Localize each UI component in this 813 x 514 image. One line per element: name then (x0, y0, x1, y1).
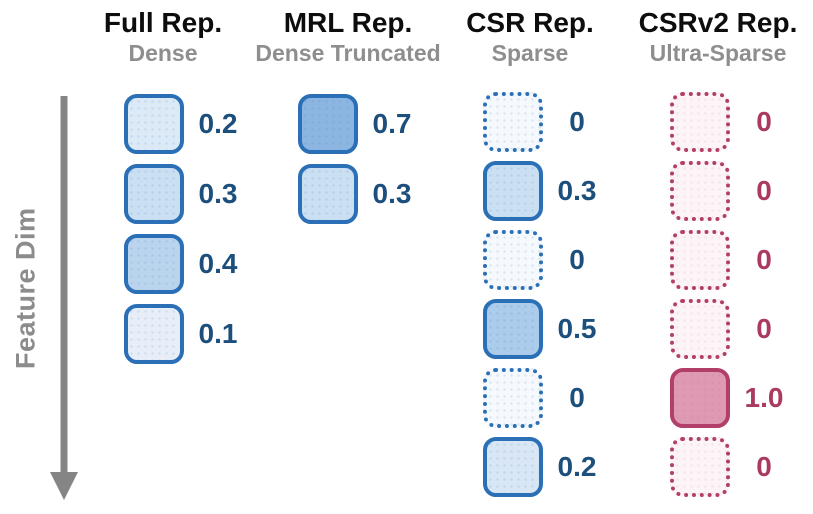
column-header-csr: CSR Rep. Sparse (466, 7, 594, 68)
zero-cell-square (483, 230, 543, 290)
column-header-full: Full Rep. Dense (103, 7, 223, 68)
cell-value: 0 (756, 451, 772, 482)
column-title-mrl: MRL Rep. (283, 7, 413, 38)
feature-cell-row: 1.0 (670, 368, 800, 428)
filled-cell-square (124, 94, 184, 154)
column-subtitle-csrv2: Ultra-Sparse (649, 39, 787, 66)
filled-cell-square (298, 164, 358, 224)
feature-cell-row: 0 (670, 437, 800, 497)
column-header-csrv2: CSRv2 Rep. Ultra-Sparse (638, 7, 798, 68)
filled-cell-square (483, 299, 543, 359)
column-header-mrl: MRL Rep. Dense Truncated (255, 7, 441, 68)
cell-value: 0 (756, 313, 772, 344)
column-subtitle-full: Dense (128, 39, 198, 66)
zero-cell-square (670, 161, 730, 221)
filled-cell-square (483, 161, 543, 221)
feature-cell-row: 0 (670, 230, 800, 290)
feature-cell-row: 0 (670, 299, 800, 359)
cell-value: 0.3 (198, 178, 238, 209)
feature-dim-axis-label: Feature Dim (10, 207, 41, 369)
cell-value: 0.2 (557, 451, 597, 482)
cell-value: 0.1 (198, 318, 238, 349)
filled-cell-square (124, 304, 184, 364)
cell-value: 0.5 (557, 313, 597, 344)
column-cells-csr: 0 0.3 0 0.5 0 0.2 (483, 92, 613, 506)
zero-cell-square (483, 368, 543, 428)
feature-cell-row: 0.3 (298, 164, 428, 224)
filled-cell-square (483, 437, 543, 497)
column-subtitle-mrl: Dense Truncated (255, 39, 441, 66)
cell-value: 0.3 (557, 175, 597, 206)
feature-cell-row: 0 (483, 92, 613, 152)
cell-value: 0.2 (198, 108, 238, 139)
cell-value: 0 (756, 244, 772, 275)
feature-dim-arrow-icon (50, 96, 78, 500)
zero-cell-square (483, 92, 543, 152)
feature-cell-row: 0.7 (298, 94, 428, 154)
filled-cell-square (124, 164, 184, 224)
zero-cell-square (670, 92, 730, 152)
column-subtitle-csr: Sparse (491, 39, 569, 66)
feature-cell-row: 0.3 (124, 164, 254, 224)
filled-cell-square (298, 94, 358, 154)
filled-cell-square (124, 234, 184, 294)
feature-cell-row: 0 (483, 368, 613, 428)
feature-cell-row: 0 (670, 92, 800, 152)
zero-cell-square (670, 299, 730, 359)
column-cells-full: 0.2 0.3 0.4 0.1 (124, 94, 254, 374)
feature-cell-row: 0.3 (483, 161, 613, 221)
cell-value: 0 (569, 244, 585, 275)
cell-value: 0 (756, 106, 772, 137)
cell-value: 0.4 (198, 248, 238, 279)
feature-cell-row: 0.1 (124, 304, 254, 364)
feature-cell-row: 0 (670, 161, 800, 221)
feature-cell-row: 0.4 (124, 234, 254, 294)
feature-cell-row: 0.2 (483, 437, 613, 497)
cell-value: 0 (569, 382, 585, 413)
zero-cell-square (670, 230, 730, 290)
column-cells-csrv2: 0 0 0 0 1.0 0 (670, 92, 800, 506)
cell-value: 0 (756, 175, 772, 206)
cell-value: 0.7 (372, 108, 412, 139)
cell-value: 1.0 (744, 382, 784, 413)
feature-cell-row: 0 (483, 230, 613, 290)
column-title-csr: CSR Rep. (466, 7, 594, 38)
feature-cell-row: 0.5 (483, 299, 613, 359)
feature-cell-row: 0.2 (124, 94, 254, 154)
zero-cell-square (670, 437, 730, 497)
column-title-csrv2: CSRv2 Rep. (638, 7, 798, 38)
filled-cell-square (670, 368, 730, 428)
column-title-full: Full Rep. (103, 7, 223, 38)
cell-value: 0.3 (372, 178, 412, 209)
cell-value: 0 (569, 106, 585, 137)
column-cells-mrl: 0.7 0.3 (298, 94, 428, 234)
